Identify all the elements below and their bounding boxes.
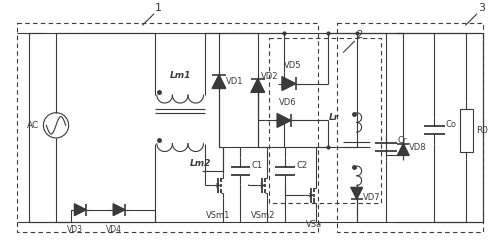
Bar xyxy=(17,23,317,232)
Text: VSa: VSa xyxy=(306,220,322,229)
Polygon shape xyxy=(397,144,408,155)
Text: VD2: VD2 xyxy=(260,72,278,81)
Bar xyxy=(269,38,380,203)
Text: VD8: VD8 xyxy=(408,143,426,152)
Text: VSm1: VSm1 xyxy=(205,211,230,220)
Polygon shape xyxy=(282,77,295,90)
Text: 2: 2 xyxy=(355,30,361,40)
Polygon shape xyxy=(277,114,290,127)
Text: Lr: Lr xyxy=(328,113,339,122)
Text: R0: R0 xyxy=(475,126,487,135)
Polygon shape xyxy=(113,204,125,216)
Bar xyxy=(458,109,472,151)
Polygon shape xyxy=(212,75,225,88)
Text: 1: 1 xyxy=(155,3,162,13)
Text: AC: AC xyxy=(27,121,40,130)
Polygon shape xyxy=(350,187,362,199)
Text: 3: 3 xyxy=(477,3,484,13)
Text: C1: C1 xyxy=(252,161,263,170)
Text: VD1: VD1 xyxy=(225,77,243,86)
Text: VD3: VD3 xyxy=(67,225,83,234)
Bar xyxy=(337,23,482,232)
Text: VD6: VD6 xyxy=(279,98,296,107)
Text: Lm2: Lm2 xyxy=(189,159,211,168)
Text: VSm2: VSm2 xyxy=(250,211,274,220)
Polygon shape xyxy=(250,79,264,92)
Polygon shape xyxy=(74,204,86,216)
Text: VD4: VD4 xyxy=(106,225,122,234)
Text: VD7: VD7 xyxy=(362,193,379,202)
Text: Co: Co xyxy=(445,120,456,129)
Text: Lm1: Lm1 xyxy=(169,71,190,80)
Text: VD5: VD5 xyxy=(284,61,301,70)
Text: C2: C2 xyxy=(296,161,307,170)
Text: Cr: Cr xyxy=(397,136,406,145)
